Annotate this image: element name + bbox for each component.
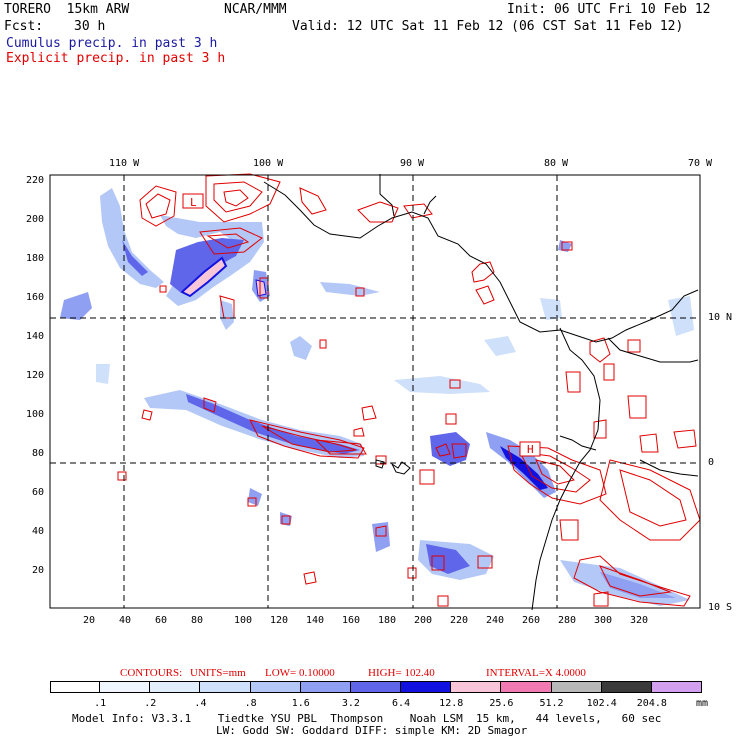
coastlines [263,174,699,611]
y-tick: 140 [26,331,45,342]
x-tick: 100 [234,615,253,626]
x-tick: 120 [270,615,289,626]
colorbar-swatch [50,681,101,693]
colorbar-swatch [601,681,652,693]
lat-label-10n: 10 N [708,312,733,323]
colorbar-swatch [350,681,402,693]
colorbar-swatch [651,681,702,693]
lon-label-110w: 110 W [109,158,140,169]
colorbar-level-label: .2 [144,698,157,709]
x-tick: 180 [378,615,397,626]
init-time: Init: 06 UTC Fri 10 Feb 12 [507,2,711,17]
organization: NCAR/MMM [224,2,287,17]
colorbar-swatch [250,681,301,693]
y-tick: 40 [32,526,45,537]
lon-label-90w: 90 W [400,158,425,169]
y-tick: 120 [26,370,45,381]
y-tick: 160 [26,292,45,303]
graticule [50,175,700,608]
x-tick: 40 [119,615,132,626]
map-frame [49,174,701,609]
y-tick: 80 [32,448,45,459]
lon-label-80w: 80 W [544,158,569,169]
forecast-hours: 30 h [74,19,106,34]
x-tick: 300 [594,615,613,626]
y-tick: 60 [32,487,45,498]
x-tick: 320 [630,615,649,626]
contours-units: UNITS=mm [190,667,246,679]
contours-low: LOW= 0.10000 [265,667,335,679]
physics-info-line: LW: Godd SW: Goddard DIFF: simple KM: 2D… [216,724,528,737]
x-tick: 20 [83,615,96,626]
y-tick: 100 [26,409,45,420]
model-name: TORERO 15km ARW [4,2,130,17]
colorbar-swatch [300,681,351,693]
x-tick: 80 [191,615,204,626]
lon-label-100w: 100 W [253,158,284,169]
colorbar-swatch [200,681,251,693]
colorbar-swatch [100,681,151,693]
colorbar-level-label: 102.4 [586,698,617,709]
y-tick: 200 [26,214,45,225]
colorbar-swatch [150,681,201,693]
lon-label-70w: 70 W [688,158,713,169]
cumulus-shading [60,188,694,606]
contours-interval: INTERVAL=X 4.0000 [486,667,586,679]
colorbar-swatch [501,681,552,693]
colorbar-level-label: 12.8 [439,698,464,709]
y-tick: 20 [32,565,45,576]
explicit-legend-title: Explicit precip. in past 3 h [6,51,226,66]
colorbar-level-label: 1.6 [291,698,310,709]
colorbar-swatch [551,681,602,693]
x-tick: 160 [342,615,361,626]
explicit-contours [117,173,701,607]
y-tick: 180 [26,253,45,264]
colorbar-swatch [401,681,452,693]
x-tick: 140 [306,615,325,626]
x-tick: 200 [414,615,433,626]
lat-label-10s: 10 S [708,602,733,613]
colorbar-level-label: 6.4 [392,698,411,709]
box-H [519,441,541,457]
high-marker-label: H [527,443,534,456]
x-tick: 60 [155,615,168,626]
contours-label: CONTOURS: [120,667,183,679]
forecast-label: Fcst: [4,19,44,34]
contours-high: HIGH= 102.40 [368,667,435,679]
colorbar-unit: mm [696,698,709,709]
x-tick: 220 [450,615,469,626]
colorbar-swatch [451,681,502,693]
valid-time: Valid: 12 UTC Sat 11 Feb 12 (06 CST Sat … [292,19,684,34]
lat-label-0: 0 [708,457,715,468]
model-info-line: Model Info: V3.3.1 Tiedtke YSU PBL Thomp… [72,712,662,725]
y-tick: 220 [26,175,45,186]
colorbar-level-label: .4 [194,698,207,709]
colorbar-level-label: .8 [244,698,257,709]
x-tick: 260 [522,615,541,626]
colorbar-level-label: 3.2 [341,698,360,709]
colorbar-level-label: 51.2 [539,698,564,709]
x-tick: 280 [558,615,577,626]
low-marker-label: L [190,196,197,209]
colorbar-level-label: 25.6 [489,698,514,709]
box-L [182,193,204,209]
x-tick: 240 [486,615,505,626]
colorbar-level-label: .1 [94,698,107,709]
cumulus-legend-title: Cumulus precip. in past 3 h [6,36,218,51]
colorbar-level-label: 204.8 [636,698,667,709]
